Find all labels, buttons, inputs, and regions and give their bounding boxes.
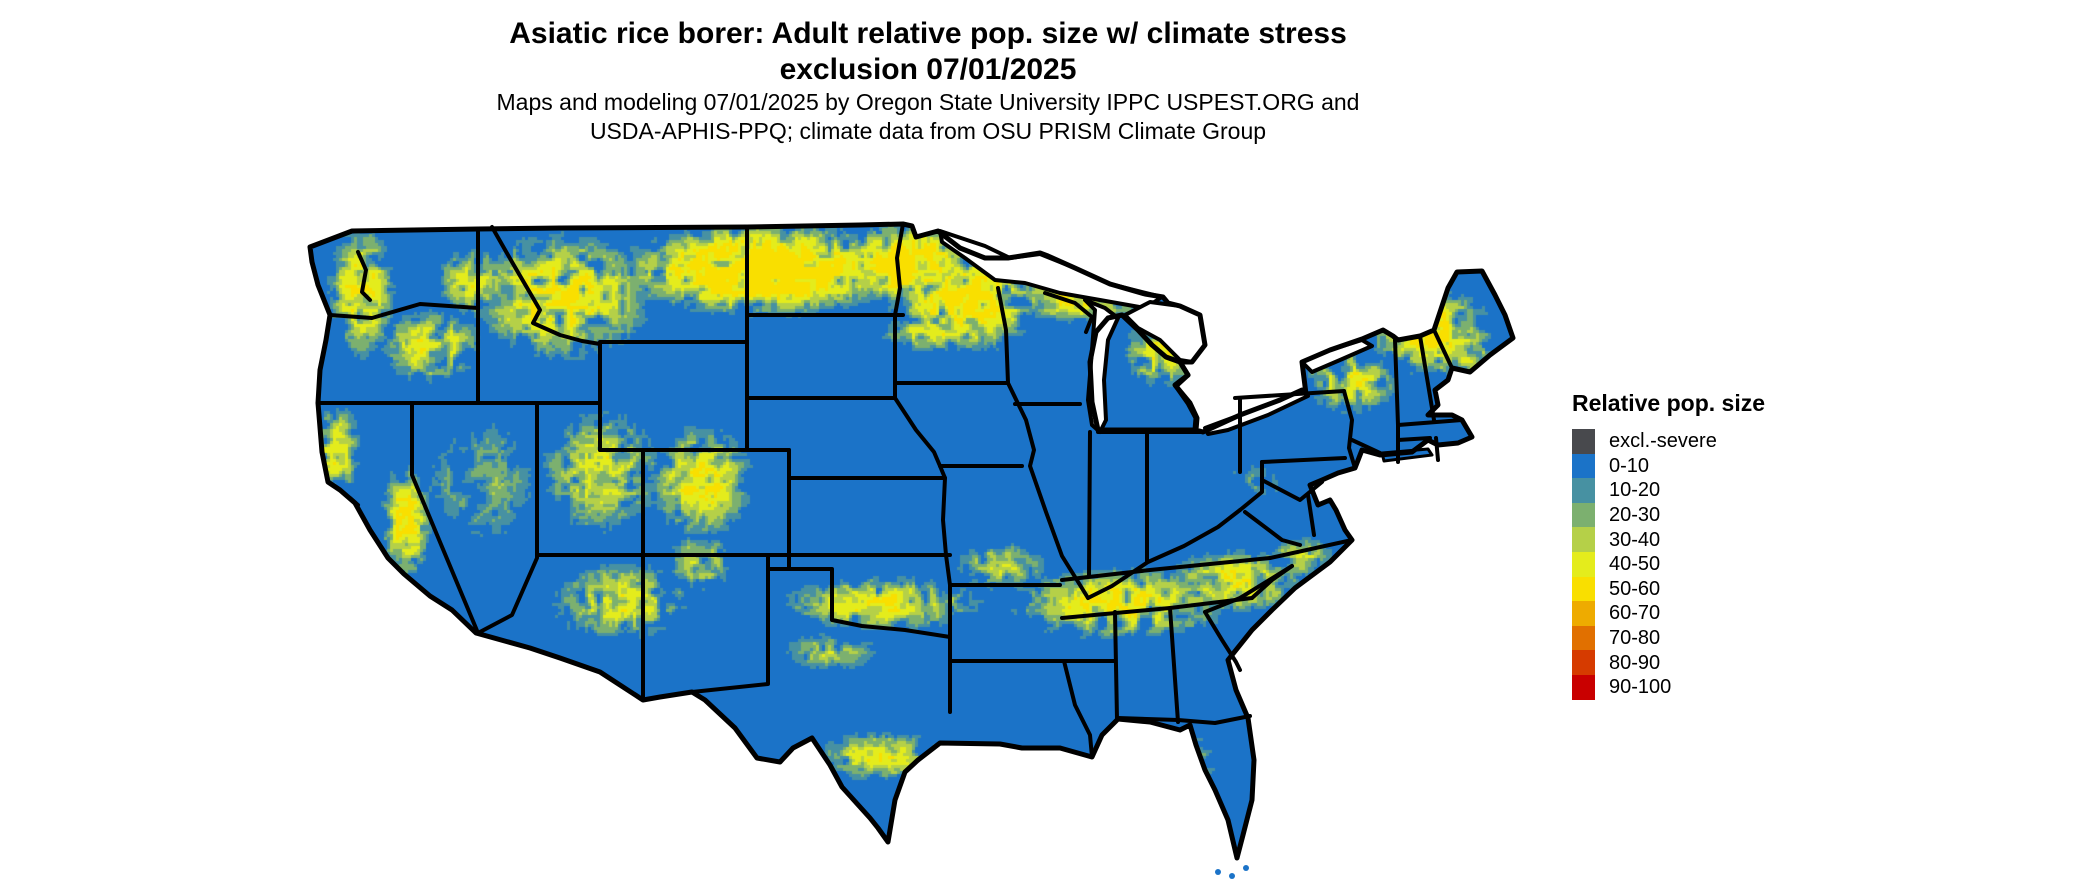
legend-item: 30-40 (1572, 527, 1765, 552)
legend-label: 50-60 (1609, 577, 1661, 600)
legend-label: 40-50 (1609, 553, 1661, 576)
legend-label: 10-20 (1609, 479, 1661, 502)
legend-swatch (1572, 625, 1595, 651)
page-subtitle: Maps and modeling 07/01/2025 by Oregon S… (0, 88, 1856, 146)
title-line-1: Asiatic rice borer: Adult relative pop. … (509, 17, 1347, 50)
legend-item: 50-60 (1572, 576, 1765, 602)
legend-item: excl.-severe (1572, 429, 1765, 454)
legend-label: 30-40 (1609, 528, 1661, 551)
legend-item: 90-100 (1572, 674, 1765, 700)
legend-swatch (1572, 527, 1595, 552)
legend-swatch (1572, 429, 1595, 454)
legend-swatch (1572, 453, 1595, 479)
legend-items: excl.-severe 0-10 10-20 20-30 30-40 40-50 50-6… (1572, 429, 1765, 700)
legend-swatch (1572, 601, 1595, 626)
legend-label: 70-80 (1609, 627, 1661, 650)
legend: Relative pop. size excl.-severe 0-10 10-20… (1572, 390, 1765, 700)
legend-label: 20-30 (1609, 504, 1661, 527)
legend-swatch (1572, 650, 1595, 675)
page-title: Asiatic rice borer: Adult relative pop. … (0, 16, 1856, 88)
legend-label: 60-70 (1609, 602, 1661, 625)
legend-item: 80-90 (1572, 650, 1765, 675)
legend-swatch (1572, 551, 1595, 577)
legend-label: 0-10 (1609, 454, 1650, 477)
legend-swatch (1572, 576, 1595, 602)
legend-swatch (1572, 502, 1595, 528)
legend-item: 60-70 (1572, 601, 1765, 626)
legend-title: Relative pop. size (1572, 390, 1766, 416)
legend-item: 10-20 (1572, 478, 1765, 503)
legend-item: 20-30 (1572, 502, 1765, 528)
legend-swatch (1572, 478, 1595, 503)
legend-swatch (1572, 674, 1595, 700)
subtitle-line-1: Maps and modeling 07/01/2025 by Oregon S… (496, 89, 1360, 115)
legend-item: 70-80 (1572, 625, 1765, 651)
legend-item: 0-10 (1572, 453, 1765, 479)
legend-label: 90-100 (1609, 676, 1672, 699)
legend-label: 80-90 (1609, 651, 1661, 674)
subtitle-line-2: USDA-APHIS-PPQ; climate data from OSU PR… (589, 118, 1267, 144)
title-line-2: exclusion 07/01/2025 (779, 53, 1077, 86)
legend-label: excl.-severe (1609, 430, 1717, 453)
legend-item: 40-50 (1572, 551, 1765, 577)
